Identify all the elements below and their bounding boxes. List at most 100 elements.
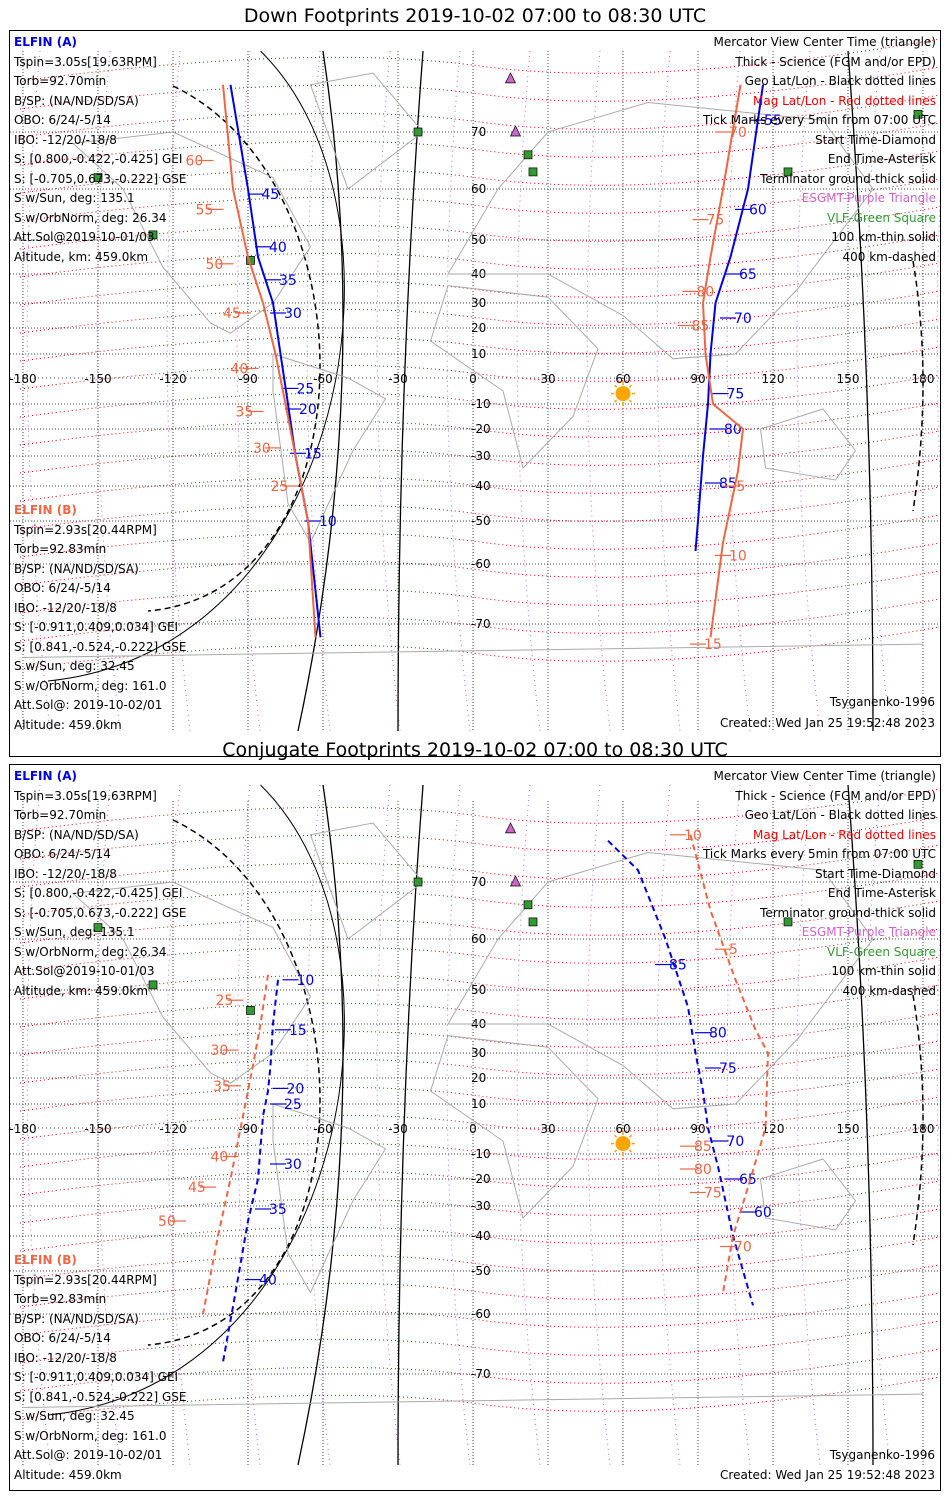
mag-lon-line [96, 784, 121, 1466]
mag-lon-line [656, 50, 681, 732]
lat-tick-label: -10 [471, 1147, 491, 1161]
track-b-line [202, 974, 269, 1315]
lon-tick-label: -30 [388, 372, 408, 386]
info-line: Altitude, km: 459.0km [14, 983, 149, 998]
mag-lon-line [26, 784, 51, 1466]
lon-tick-label: 150 [837, 372, 860, 386]
lat-tick-label: 20 [471, 321, 486, 335]
mag-lat-line [19, 150, 940, 194]
mag-lat-line [19, 1040, 940, 1084]
created-label: Created: Wed Jan 25 19:52:48 2023 [720, 1468, 935, 1482]
tick-label: 40 [259, 1273, 277, 1289]
info-line: Att.Sol@2019-10-01/03 [14, 964, 155, 978]
info-line: S w/OrbNorm, deg: 26.34 [14, 210, 167, 225]
elfin-b-info: ELFIN (B) Tspin=2.93s[20.44RPM] Torb=92.… [14, 1251, 187, 1485]
mag-lat-line [19, 122, 940, 166]
legend-item: Mercator View Center Time (triangle) [713, 35, 936, 49]
mag-lon-line [446, 784, 471, 1466]
tick-label: 70 [727, 1134, 745, 1150]
legend-item: VLF-Green Square [827, 210, 936, 225]
lat-tick-label: 70 [471, 875, 486, 889]
info-line: Torb=92.70min [14, 74, 107, 88]
legend-item: Mag Lat/Lon - Red dotted lines [752, 93, 936, 108]
info-line: OBO: 6/24/-5/14 [14, 581, 111, 595]
lat-tick-label: -30 [471, 1199, 491, 1213]
info-line: IBO: -12/20/-18/8 [14, 600, 117, 615]
south-america-outline [272, 1103, 387, 1294]
vlf-station-marker [523, 150, 533, 160]
track-a_east-line [694, 84, 764, 552]
lat-tick-label: -40 [471, 1229, 491, 1243]
info-line: Torb=92.83min [14, 542, 107, 556]
vlf-station-marker [528, 167, 538, 177]
tick-label: 25 [284, 1097, 302, 1113]
lon-tick-label: 120 [762, 1122, 785, 1136]
mag-lon-line [796, 50, 821, 732]
info-line: S: [-0.911,0.409,0.034] GEI [14, 1370, 179, 1384]
elfin-a-header: ELFIN (A) [14, 769, 77, 783]
esgmt-marker [504, 822, 517, 834]
south-america-outline [272, 353, 387, 544]
info-line: IBO: -12/20/-18/8 [14, 1350, 117, 1365]
info-line: Att.Sol@2019-10-01/03 [14, 230, 155, 244]
tick-label: 50 [206, 257, 224, 273]
mag-lon-line [936, 190, 940, 487]
terminator-line [297, 50, 344, 732]
legend-item: Terminator ground-thick solid [760, 171, 936, 186]
north-america-outline [71, 131, 312, 334]
tick-label: 80 [697, 284, 715, 300]
legend-item: End Time-Asterisk [827, 886, 936, 900]
eurasia-outline [447, 851, 874, 1110]
mag-lon-line [586, 784, 611, 1466]
info-line: Altitude, km: 459.0km [14, 249, 149, 264]
lon-tick-label: 150 [837, 1122, 860, 1136]
info-line: S: [-0.705,0.673,-0.222] GSE [14, 905, 187, 920]
lon-tick-label: -120 [159, 1122, 186, 1136]
lon-tick-label: 60 [615, 1122, 630, 1136]
tick-label: 75 [727, 387, 745, 403]
mag-lat-line [19, 1124, 940, 1168]
vlf-station-marker [913, 109, 923, 119]
mag-lon-line [236, 50, 261, 732]
mag-lat-line [19, 1180, 940, 1224]
tick-label: 30 [211, 1043, 229, 1059]
map-canvas: -180 -150 -120 -90 -60 -30 0 30 60 90 120 150 180706… [10, 784, 940, 1466]
lon-tick-label: -60 [313, 1122, 333, 1136]
info-line: Tspin=3.05s[19.63RPM] [14, 54, 157, 69]
legend-item: Tick Marks every 5min from 07:00 UTC [702, 847, 936, 861]
mag-lat-line [19, 206, 940, 250]
vlf-station-marker [783, 917, 793, 927]
tick-label: 40 [231, 361, 249, 377]
africa-outline [429, 285, 599, 469]
tick-label: 25 [297, 381, 315, 397]
info-line: B/SP: (NA/ND/SD/SA) [14, 1311, 139, 1326]
mag-lat-line [19, 318, 940, 362]
range-400km-line [147, 85, 321, 612]
tick-label: 85 [719, 476, 737, 492]
mag-lat-line [19, 1292, 940, 1336]
lon-tick-label: -30 [388, 1122, 408, 1136]
panel-title-conjugate: Conjugate Footprints 2019-10-02 07:00 to… [222, 739, 728, 761]
range-400km-line [147, 819, 321, 1346]
vlf-station-marker [93, 173, 103, 182]
lat-tick-label: -10 [471, 397, 491, 411]
lat-tick-label: 10 [471, 347, 486, 361]
mag-lat-line [19, 984, 940, 1028]
mag-lat-line [19, 1068, 940, 1112]
mag-lon-line [516, 50, 541, 732]
tick-label: 45 [262, 187, 280, 203]
legend-item: Terminator ground-thick solid [760, 905, 936, 920]
range-400km-line [912, 260, 924, 512]
lat-tick-label: 70 [471, 125, 486, 139]
elfin-b-header: ELFIN (B) [14, 503, 77, 517]
lon-tick-label: 30 [540, 1122, 555, 1136]
terminator-line [847, 784, 874, 1466]
legend: Mercator View Center Time (triangle) Thi… [703, 33, 936, 267]
lat-tick-label: 10 [471, 1097, 486, 1111]
mag-lat-line [19, 66, 940, 110]
mag-lat-line [19, 514, 940, 558]
info-line: OBO: 6/24/-5/14 [14, 113, 111, 127]
mag-lat-line [19, 844, 940, 888]
tick-label: 60 [186, 154, 204, 170]
mag-lat-line [19, 816, 940, 860]
